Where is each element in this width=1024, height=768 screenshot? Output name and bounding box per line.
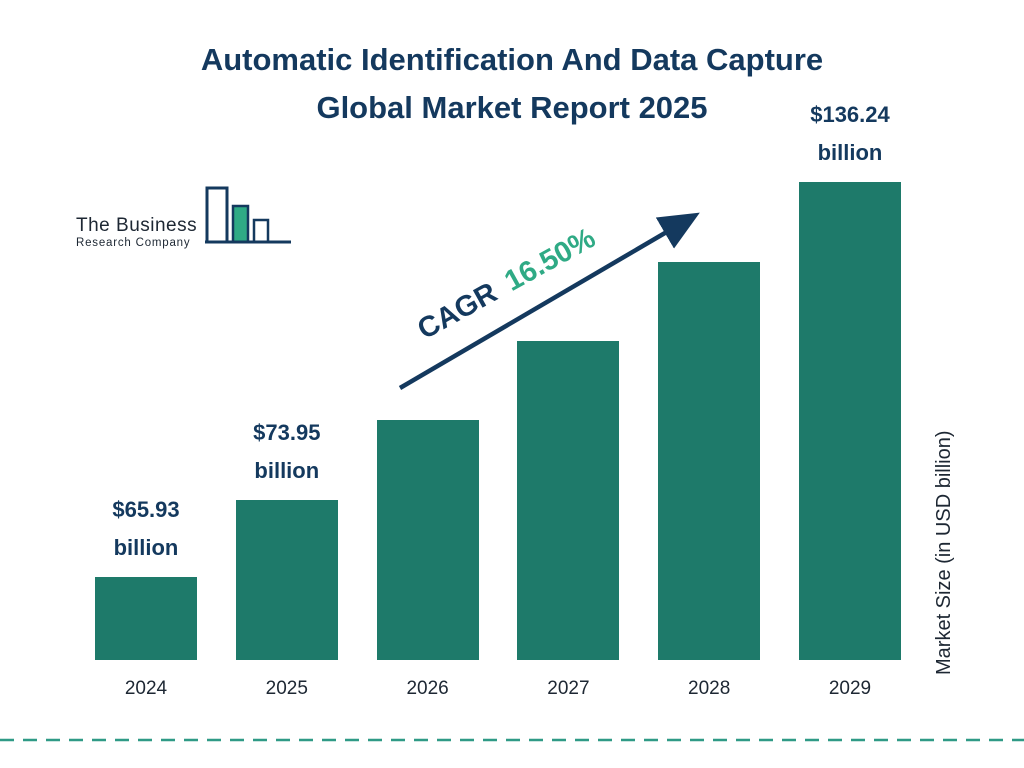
company-logo-name: The Business — [76, 215, 198, 236]
bar-column-2026: 2026 — [376, 420, 479, 699]
bar-2028 — [658, 262, 761, 660]
x-axis-label-2026: 2026 — [406, 678, 449, 699]
bar-2024 — [95, 577, 197, 660]
company-logo: The Business Research Company — [76, 186, 293, 255]
x-axis-label-2029: 2029 — [828, 678, 872, 699]
y-axis-label: Market Size (in USD billion) — [933, 430, 955, 675]
bar-value-label-2029: $136.24 billion — [810, 96, 890, 172]
bar-value-amount: $136.24 — [810, 102, 890, 127]
x-axis-label-2024: 2024 — [124, 678, 168, 699]
bar-value-unit: billion — [817, 140, 883, 165]
bar-chart: $65.93 billion 2024 $73.95 billion 2025 2026 20… — [95, 80, 901, 699]
bar-value-label-2024: $65.93 billion — [112, 491, 179, 567]
bar-column-2029: $136.24 billion 2029 — [798, 96, 901, 699]
page-title-line2: Global Market Report 2025 — [316, 90, 708, 125]
bar-chart-logo-icon — [205, 186, 293, 255]
company-logo-text: The Business Research Company — [76, 215, 197, 255]
bar-2026 — [376, 420, 479, 660]
page-title-line1: Automatic Identification And Data Captur… — [200, 42, 824, 77]
x-axis-label-2028: 2028 — [688, 678, 731, 699]
bar-column-2024: $65.93 billion 2024 — [95, 491, 197, 699]
bar-column-2028: 2028 — [658, 262, 761, 699]
bar-column-2027: 2027 — [517, 341, 620, 699]
bar-2025 — [235, 500, 338, 660]
x-axis-label-2027: 2027 — [547, 678, 590, 699]
bar-value-amount: $73.95 — [253, 420, 321, 445]
bar-column-2025: $73.95 billion 2025 — [235, 414, 338, 699]
bar-value-amount: $65.93 — [112, 497, 180, 522]
page-title: Automatic Identification And Data Captur… — [0, 36, 1024, 132]
bar-2027 — [517, 341, 620, 660]
x-axis-label-2025: 2025 — [265, 678, 308, 699]
bar-value-label-2025: $73.95 billion — [253, 414, 320, 490]
bar-value-unit: billion — [254, 458, 320, 483]
company-logo-subname: Research Company — [76, 237, 191, 249]
bottom-dashed-rule — [0, 738, 1024, 742]
bar-value-unit: billion — [113, 535, 179, 560]
bar-2029 — [798, 182, 901, 660]
